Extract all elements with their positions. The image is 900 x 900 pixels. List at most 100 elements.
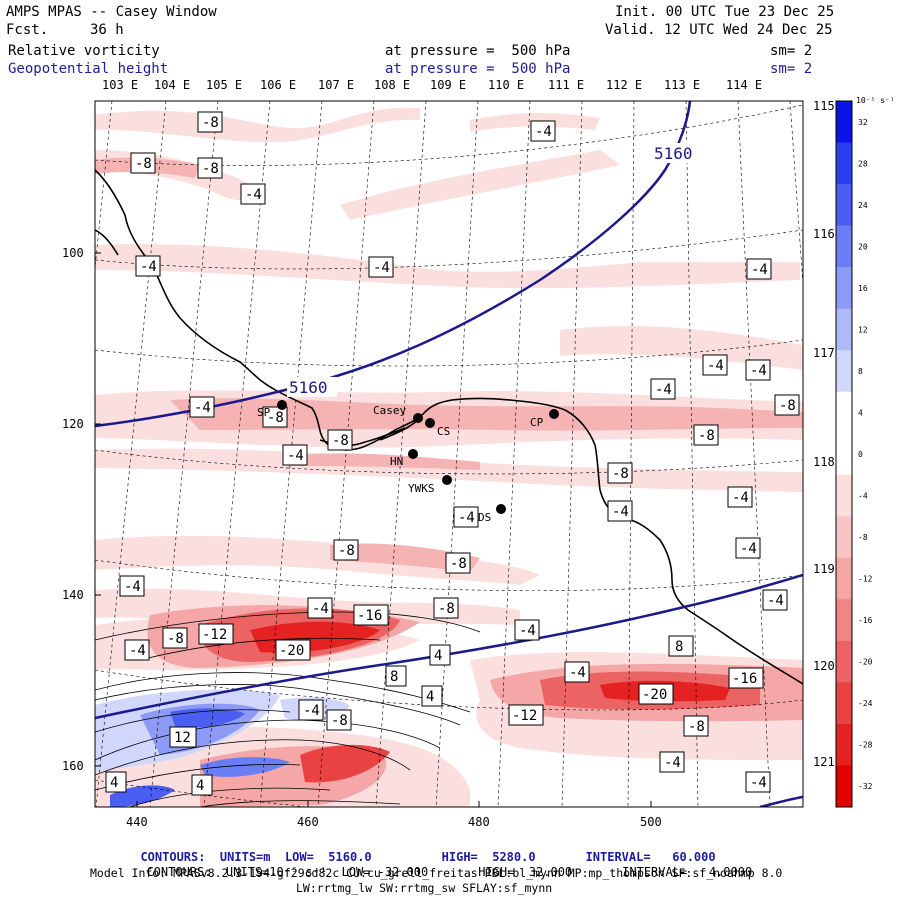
longitude-label: 108 E — [374, 78, 410, 92]
height-contour — [95, 573, 803, 720]
contour-label: -8 — [327, 429, 353, 451]
height-contour-label: 5160 — [654, 144, 693, 163]
contour-label: -4 — [745, 771, 771, 793]
forecast-hours: 36 h — [90, 22, 124, 38]
contour-label: -4 — [727, 486, 753, 508]
contour-label: 4 — [429, 644, 451, 666]
longitude-label: 114 E — [726, 78, 762, 92]
svg-text:-16: -16 — [357, 608, 382, 624]
contour-label: -8 — [683, 715, 709, 737]
svg-text:12: 12 — [174, 730, 191, 746]
svg-text:-4: -4 — [655, 382, 672, 398]
contour-label: -8 — [333, 539, 359, 561]
longitude-label: 112 E — [606, 78, 642, 92]
svg-text:-8: -8 — [688, 719, 705, 735]
longitude-label: 111 E — [548, 78, 584, 92]
contour-label: -4 — [135, 255, 161, 277]
colorbar-tick-label: -8 — [858, 533, 868, 542]
svg-text:-4: -4 — [245, 187, 262, 203]
stations: SP Casey CS CP HN YWKS DS — [257, 400, 559, 524]
longitude-label: 107 E — [318, 78, 354, 92]
field2-pressure: at pressure = 500 hPa — [385, 61, 571, 77]
station-marker — [413, 413, 423, 423]
contour-label: -4 — [124, 639, 150, 661]
contour-label: -8 — [197, 157, 223, 179]
svg-text:-4: -4 — [124, 579, 141, 595]
station-marker — [442, 475, 452, 485]
colorbar-unit: 10⁻⁵ s⁻¹ — [856, 96, 895, 105]
svg-text:-4: -4 — [129, 643, 146, 659]
vorticity-band — [95, 535, 540, 585]
contour-label: 4 — [191, 774, 213, 796]
vorticity-band — [560, 325, 803, 370]
station-label: HN — [390, 455, 403, 468]
vorticity-positive — [200, 757, 290, 777]
colorbar-tick-label: 12 — [858, 325, 868, 334]
station-label: YWKS — [408, 482, 435, 495]
contour-label: -4 — [607, 500, 633, 522]
contour-label: -8 — [433, 597, 459, 619]
station-marker — [496, 504, 506, 514]
x-axis-tick-label: 480 — [468, 815, 490, 829]
contour-label: -8 — [693, 424, 719, 446]
contour-label: -8 — [445, 552, 471, 574]
svg-text:4: 4 — [110, 775, 118, 791]
contour-label: -8 — [162, 627, 188, 649]
svg-text:-4: -4 — [194, 400, 211, 416]
svg-text:-4: -4 — [707, 358, 724, 374]
contour-label: -4 — [189, 396, 215, 418]
colorbar-swatch — [836, 391, 852, 434]
field1-smoothing: sm= 2 — [770, 43, 813, 59]
colorbar-tick-label: 20 — [858, 242, 868, 251]
station-marker — [408, 449, 418, 459]
svg-text:-8: -8 — [135, 156, 152, 172]
height-contour-label: 5160 — [289, 378, 328, 397]
svg-text:-20: -20 — [642, 687, 667, 703]
y-axis-tick-label: 160 — [62, 759, 84, 773]
y-axis-tick-label: 120 — [62, 417, 84, 431]
svg-text:-4: -4 — [751, 262, 768, 278]
svg-text:-8: -8 — [450, 556, 467, 572]
vorticity-labels: -8 -8 -8 -4 -4 -4 -4 -4 -4 -4 -4 -4 -8 -… — [105, 111, 800, 796]
svg-text:-4: -4 — [287, 448, 304, 464]
contour-label: -8 — [774, 394, 800, 416]
svg-text:-8: -8 — [202, 161, 219, 177]
station-label: CS — [437, 425, 450, 438]
x-axis-tick-label: 440 — [126, 815, 148, 829]
contour-label: -4 — [564, 661, 590, 683]
field2-name: Geopotential height — [8, 61, 169, 77]
geopotential-contours — [95, 101, 803, 807]
station-label: DS — [478, 511, 491, 524]
colorbar-tick-label: 28 — [858, 159, 868, 168]
svg-text:4: 4 — [434, 648, 442, 664]
colorbar-tick-label: 32 — [858, 118, 868, 127]
longitude-label: 105 E — [206, 78, 242, 92]
colorbar-swatch — [836, 350, 852, 393]
colorbar-tick-label: 0 — [858, 450, 863, 459]
contour-label: -4 — [745, 359, 771, 381]
svg-text:-8: -8 — [202, 115, 219, 131]
colorbar-swatch — [836, 142, 852, 185]
svg-text:-8: -8 — [267, 410, 284, 426]
contour-label: 8 — [668, 635, 694, 657]
vorticity-core — [300, 744, 390, 783]
colorbar-swatch — [836, 184, 852, 227]
station-marker — [549, 409, 559, 419]
valid-time: Valid. 12 UTC Wed 24 Dec 25 — [605, 22, 833, 38]
colorbar-swatch — [836, 267, 852, 310]
svg-text:-8: -8 — [612, 466, 629, 482]
contour-label: -8 — [262, 406, 288, 428]
field1-pressure: at pressure = 500 hPa — [385, 43, 571, 59]
contour-label: -4 — [282, 444, 308, 466]
vorticity-band — [95, 107, 420, 143]
colorbar-swatch — [836, 557, 852, 600]
contour-label: -8 — [197, 111, 223, 133]
contour-label: -4 — [530, 120, 556, 142]
colorbar-swatch — [836, 516, 852, 559]
colorbar-swatch — [836, 765, 852, 808]
contour-label: -4 — [762, 589, 788, 611]
colorbar-swatch — [836, 723, 852, 766]
contour-label: -4 — [702, 354, 728, 376]
field2-smoothing: sm= 2 — [770, 61, 813, 77]
